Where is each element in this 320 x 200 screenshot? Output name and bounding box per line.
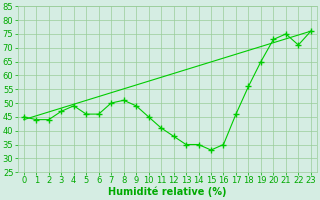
X-axis label: Humidité relative (%): Humidité relative (%)	[108, 187, 227, 197]
